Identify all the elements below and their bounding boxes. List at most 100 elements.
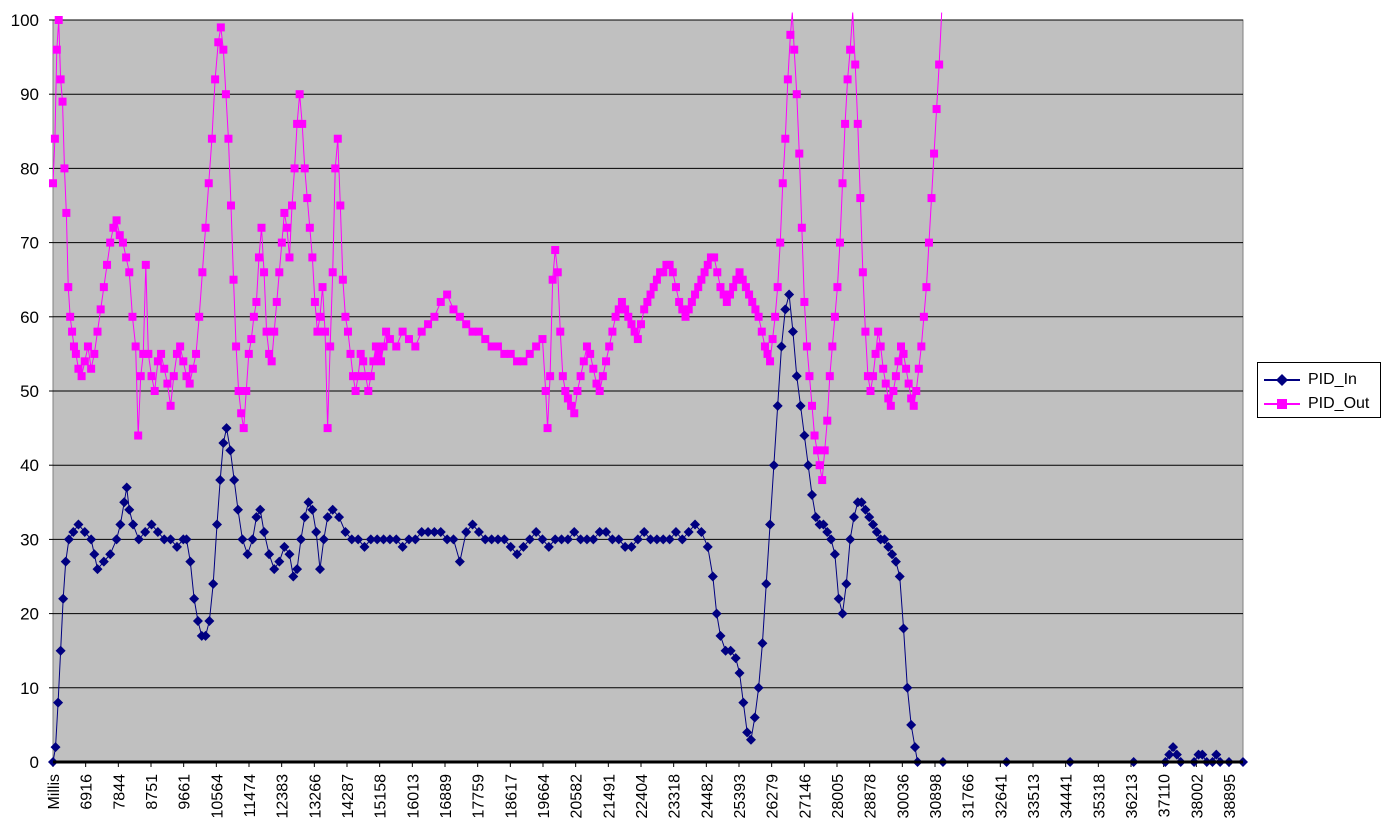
data-point bbox=[292, 564, 303, 575]
data-point bbox=[288, 571, 299, 582]
data-point bbox=[532, 342, 541, 351]
data-point bbox=[172, 349, 181, 358]
data-point bbox=[665, 260, 674, 269]
data-point bbox=[757, 327, 766, 336]
data-point bbox=[398, 327, 407, 336]
data-point bbox=[277, 238, 286, 247]
data-point bbox=[74, 364, 83, 373]
data-point bbox=[56, 75, 65, 84]
data-point bbox=[353, 534, 364, 545]
data-point bbox=[702, 541, 713, 552]
data-point bbox=[136, 372, 145, 381]
data-point bbox=[884, 394, 893, 403]
data-point bbox=[837, 608, 848, 619]
x-tick-label: 21491 bbox=[601, 774, 618, 819]
data-point bbox=[935, 60, 944, 69]
data-point bbox=[1197, 749, 1208, 760]
data-point bbox=[416, 526, 427, 537]
x-tick-label: 23318 bbox=[667, 774, 684, 819]
data-point bbox=[550, 534, 561, 545]
data-point bbox=[883, 541, 894, 552]
data-point bbox=[906, 719, 917, 730]
data-point bbox=[828, 342, 837, 351]
y-tick-label: 60 bbox=[20, 308, 39, 327]
data-point bbox=[474, 327, 483, 336]
data-point bbox=[668, 268, 677, 277]
data-point bbox=[861, 327, 870, 336]
data-point bbox=[442, 534, 453, 545]
data-point bbox=[833, 593, 844, 604]
data-point bbox=[646, 290, 655, 299]
data-point bbox=[124, 504, 135, 515]
data-point bbox=[98, 556, 109, 567]
data-point bbox=[480, 534, 491, 545]
data-point bbox=[133, 534, 144, 545]
data-point bbox=[791, 371, 802, 382]
data-point bbox=[569, 526, 580, 537]
data-point bbox=[914, 364, 923, 373]
data-point bbox=[681, 312, 690, 321]
data-point bbox=[171, 541, 182, 552]
data-point bbox=[221, 423, 232, 434]
data-point bbox=[341, 312, 350, 321]
data-point bbox=[790, 45, 799, 54]
legend-item-pid-in: PID_In bbox=[1264, 370, 1357, 390]
data-point bbox=[858, 268, 867, 277]
data-point bbox=[792, 90, 801, 99]
data-point bbox=[808, 401, 817, 410]
x-tick-label: 19664 bbox=[536, 774, 553, 819]
data-point bbox=[354, 372, 363, 381]
data-point bbox=[595, 387, 604, 395]
data-point bbox=[103, 260, 112, 269]
data-point bbox=[898, 623, 909, 634]
data-point bbox=[924, 238, 933, 247]
data-point bbox=[298, 119, 307, 128]
data-point bbox=[848, 512, 859, 523]
data-point bbox=[886, 401, 895, 410]
data-point bbox=[275, 268, 284, 277]
data-point bbox=[664, 534, 675, 545]
data-point bbox=[251, 512, 262, 523]
data-point bbox=[803, 460, 814, 471]
data-point bbox=[201, 223, 210, 232]
data-point bbox=[288, 201, 297, 210]
data-point bbox=[385, 335, 394, 344]
data-point bbox=[909, 742, 920, 753]
data-point bbox=[492, 534, 503, 545]
data-point bbox=[703, 260, 712, 269]
data-point bbox=[93, 327, 102, 336]
gridlines bbox=[53, 19, 1243, 689]
data-point bbox=[331, 164, 340, 173]
data-point bbox=[252, 297, 261, 306]
data-point bbox=[303, 497, 314, 508]
data-point bbox=[889, 387, 898, 395]
data-point bbox=[343, 327, 352, 336]
data-point bbox=[229, 475, 240, 486]
data-point bbox=[448, 534, 459, 545]
data-point bbox=[567, 401, 576, 410]
data-point bbox=[670, 526, 681, 537]
data-point bbox=[58, 97, 67, 106]
data-point bbox=[624, 312, 633, 321]
data-point bbox=[633, 335, 642, 344]
data-point bbox=[899, 349, 908, 358]
data-point bbox=[307, 504, 318, 515]
data-point bbox=[119, 497, 130, 508]
data-point bbox=[212, 519, 223, 530]
data-point bbox=[742, 727, 753, 738]
legend: PID_In PID_Out bbox=[1257, 362, 1381, 418]
data-point bbox=[295, 534, 306, 545]
data-point bbox=[204, 179, 213, 188]
data-point bbox=[365, 534, 376, 545]
data-point bbox=[519, 357, 528, 366]
diamond-marker-icon bbox=[1275, 373, 1289, 387]
data-point bbox=[645, 534, 656, 545]
data-point bbox=[810, 512, 821, 523]
data-point bbox=[462, 320, 471, 329]
data-point bbox=[726, 290, 735, 299]
data-point bbox=[334, 512, 345, 523]
data-point bbox=[122, 253, 131, 262]
data-point bbox=[349, 372, 358, 381]
data-point bbox=[711, 608, 722, 619]
data-point bbox=[106, 238, 115, 247]
